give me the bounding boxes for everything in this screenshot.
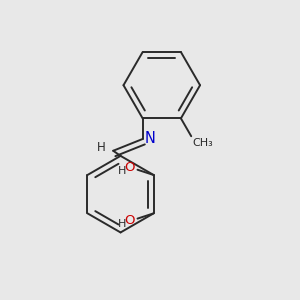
- Text: H: H: [118, 220, 126, 230]
- Text: N: N: [145, 131, 156, 146]
- Text: H: H: [97, 141, 106, 154]
- Text: CH₃: CH₃: [193, 138, 213, 148]
- Text: O: O: [124, 214, 135, 227]
- Text: H: H: [118, 166, 126, 176]
- Text: O: O: [124, 161, 135, 174]
